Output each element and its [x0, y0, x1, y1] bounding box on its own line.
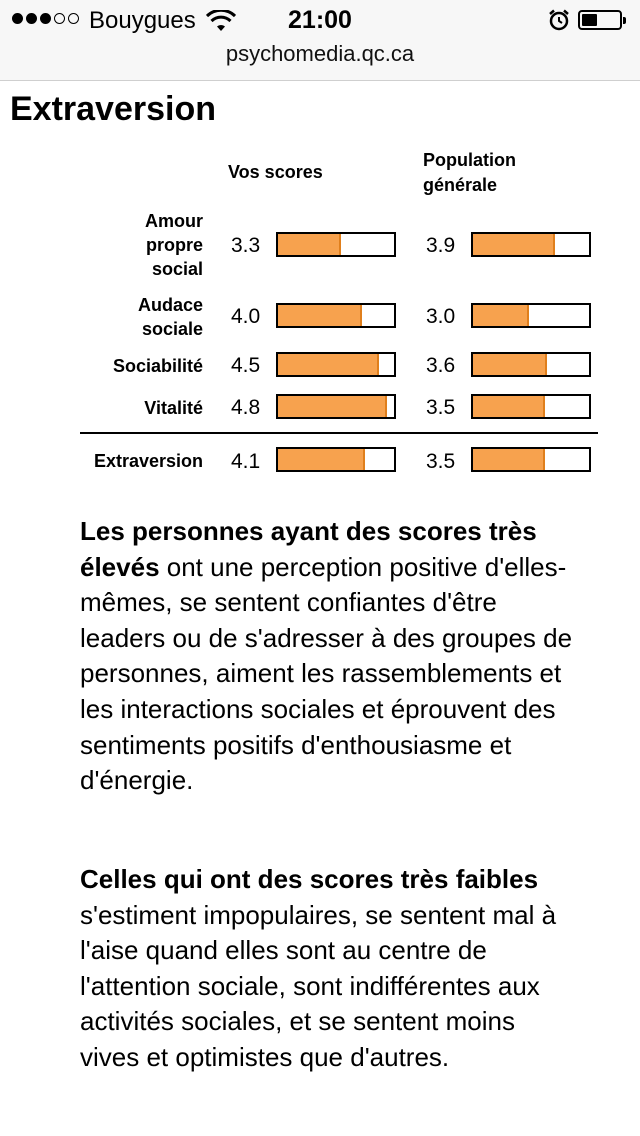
your-total-score-value: 4.1	[231, 450, 261, 473]
population-score-value: 3.0	[426, 305, 456, 328]
population-score-bar	[471, 352, 591, 377]
page-title: Extraversion	[10, 90, 216, 128]
population-score-value: 3.6	[426, 354, 456, 377]
battery-icon	[578, 10, 626, 30]
row-label-audace-sociale: Audace sociale	[137, 295, 203, 339]
signal-strength-icon	[12, 13, 79, 24]
carrier-name: Bouygues	[89, 7, 196, 34]
row-label-sociabilite: Sociabilité	[112, 356, 203, 376]
address-bar[interactable]: psychomedia.qc.ca	[225, 41, 415, 66]
population-score-bar	[471, 394, 591, 419]
your-score-value: 4.8	[231, 396, 261, 419]
population-total-score-value: 3.5	[426, 450, 456, 473]
your-score-value: 4.0	[231, 305, 261, 328]
your-total-score-bar	[276, 447, 396, 472]
your-score-bar	[276, 352, 396, 377]
header-your-scores: Vos scores	[228, 162, 323, 182]
your-score-value: 4.5	[231, 354, 261, 377]
wifi-icon	[206, 10, 236, 31]
population-score-value: 3.5	[426, 396, 456, 419]
population-score-value: 3.9	[426, 234, 456, 257]
your-score-bar	[276, 394, 396, 419]
low-scores-paragraph: Celles qui ont des scores très faibles s…	[80, 864, 557, 1072]
population-total-score-bar	[471, 447, 591, 472]
status-bar: Bouygues 21:00	[0, 0, 640, 40]
header-general-population: Population générale	[423, 150, 516, 195]
row-label-amour-propre-social: Amour propre social	[145, 211, 203, 279]
table-divider	[80, 432, 598, 434]
clock: 21:00	[288, 6, 352, 34]
your-score-bar	[276, 232, 396, 257]
population-score-bar	[471, 232, 591, 257]
row-label-vitalite: Vitalité	[144, 398, 203, 418]
row-label-extraversion-total: Extraversion	[93, 451, 203, 471]
your-score-value: 3.3	[231, 234, 261, 257]
alarm-clock-icon	[549, 9, 569, 31]
browser-top-bar: Bouygues 21:00 psychomedia.qc.ca	[0, 0, 640, 81]
your-score-bar	[276, 303, 396, 328]
high-scores-paragraph: Les personnes ayant des scores très élev…	[80, 516, 573, 796]
population-score-bar	[471, 303, 591, 328]
